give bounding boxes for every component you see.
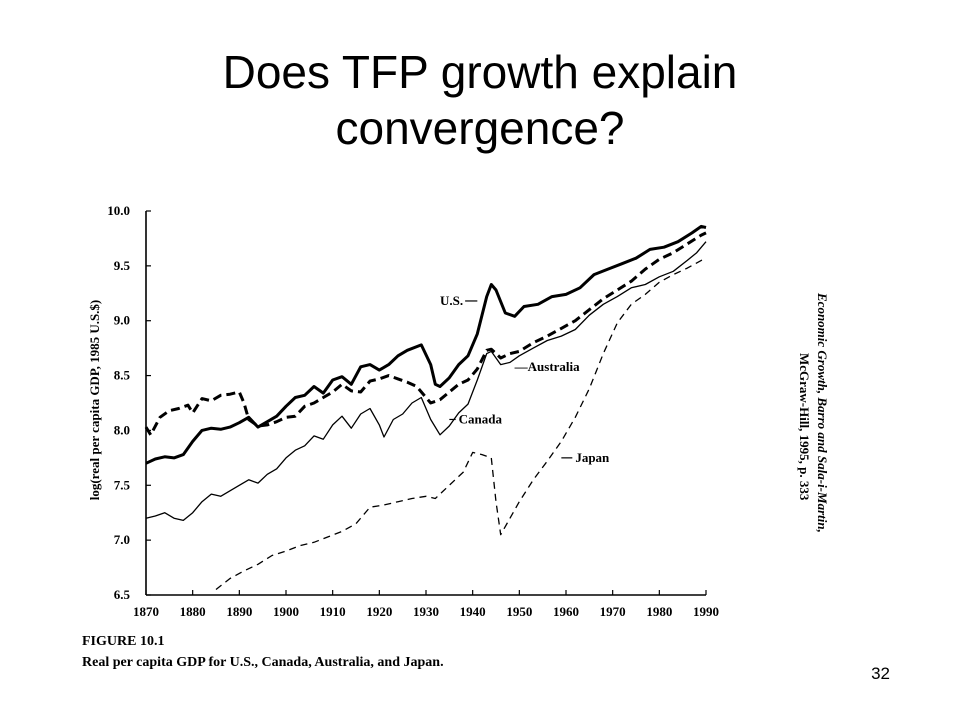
- series-label-u-s: U.S.: [440, 293, 463, 308]
- series-line-canada: [145, 241, 707, 522]
- x-tick-label: 1880: [180, 604, 206, 619]
- series-label-australia: —Australia: [514, 359, 581, 374]
- x-tick-label: 1980: [646, 604, 672, 619]
- y-tick-label: 8.5: [114, 368, 131, 383]
- figure-caption: Real per capita GDP for U.S., Canada, Au…: [82, 655, 444, 670]
- source-citation-line-2: McGraw-Hill, 1995, p. 333: [797, 353, 812, 501]
- x-tick-label: 1920: [366, 604, 392, 619]
- x-tick-label: 1970: [600, 604, 626, 619]
- x-tick-label: 1950: [506, 604, 532, 619]
- slide-title-line-1: Does TFP growth explain: [222, 46, 738, 98]
- chart-series-layer: [144, 224, 707, 591]
- x-tick-label: 1940: [460, 604, 486, 619]
- y-tick-label: 8.0: [114, 422, 130, 437]
- slide-title-line-2: convergence?: [335, 102, 625, 154]
- y-tick-label: 9.0: [114, 313, 130, 328]
- figure-label: FIGURE 10.1: [82, 634, 164, 649]
- x-tick-label: 1900: [273, 604, 299, 619]
- source-citation-line-1: Economic Growth, Barro and Sala-i-Martin…: [815, 292, 830, 533]
- y-tick-label: 7.5: [114, 477, 131, 492]
- chart-series-labels: U.S. —Australia Canada Japan: [440, 293, 610, 465]
- y-axis-title: log(real per capita GDP, 1985 U.S.$): [87, 300, 102, 501]
- x-tick-label: 1890: [226, 604, 252, 619]
- chart-axes: 1870 1880 1890 1900 1910 1920 1930 1940 1950 1960…: [107, 203, 719, 619]
- slide-title: Does TFP growth explain convergence?: [0, 44, 960, 156]
- title-crop-band: [0, 160, 960, 170]
- series-line-u-s: [145, 224, 707, 465]
- y-tick-label: 10.0: [107, 203, 130, 218]
- x-tick-label: 1930: [413, 604, 439, 619]
- y-tick-label: 9.5: [114, 258, 131, 273]
- series-label-canada: Canada: [459, 411, 503, 426]
- y-tick-label: 6.5: [114, 587, 131, 602]
- x-tick-label: 1870: [133, 604, 159, 619]
- y-tick-label: 7.0: [114, 532, 130, 547]
- series-label-japan: Japan: [575, 450, 610, 465]
- x-tick-label: 1990: [693, 604, 719, 619]
- x-tick-label: 1960: [553, 604, 579, 619]
- x-tick-label: 1910: [320, 604, 346, 619]
- page-number: 32: [871, 664, 890, 683]
- series-line-japan: [215, 257, 707, 591]
